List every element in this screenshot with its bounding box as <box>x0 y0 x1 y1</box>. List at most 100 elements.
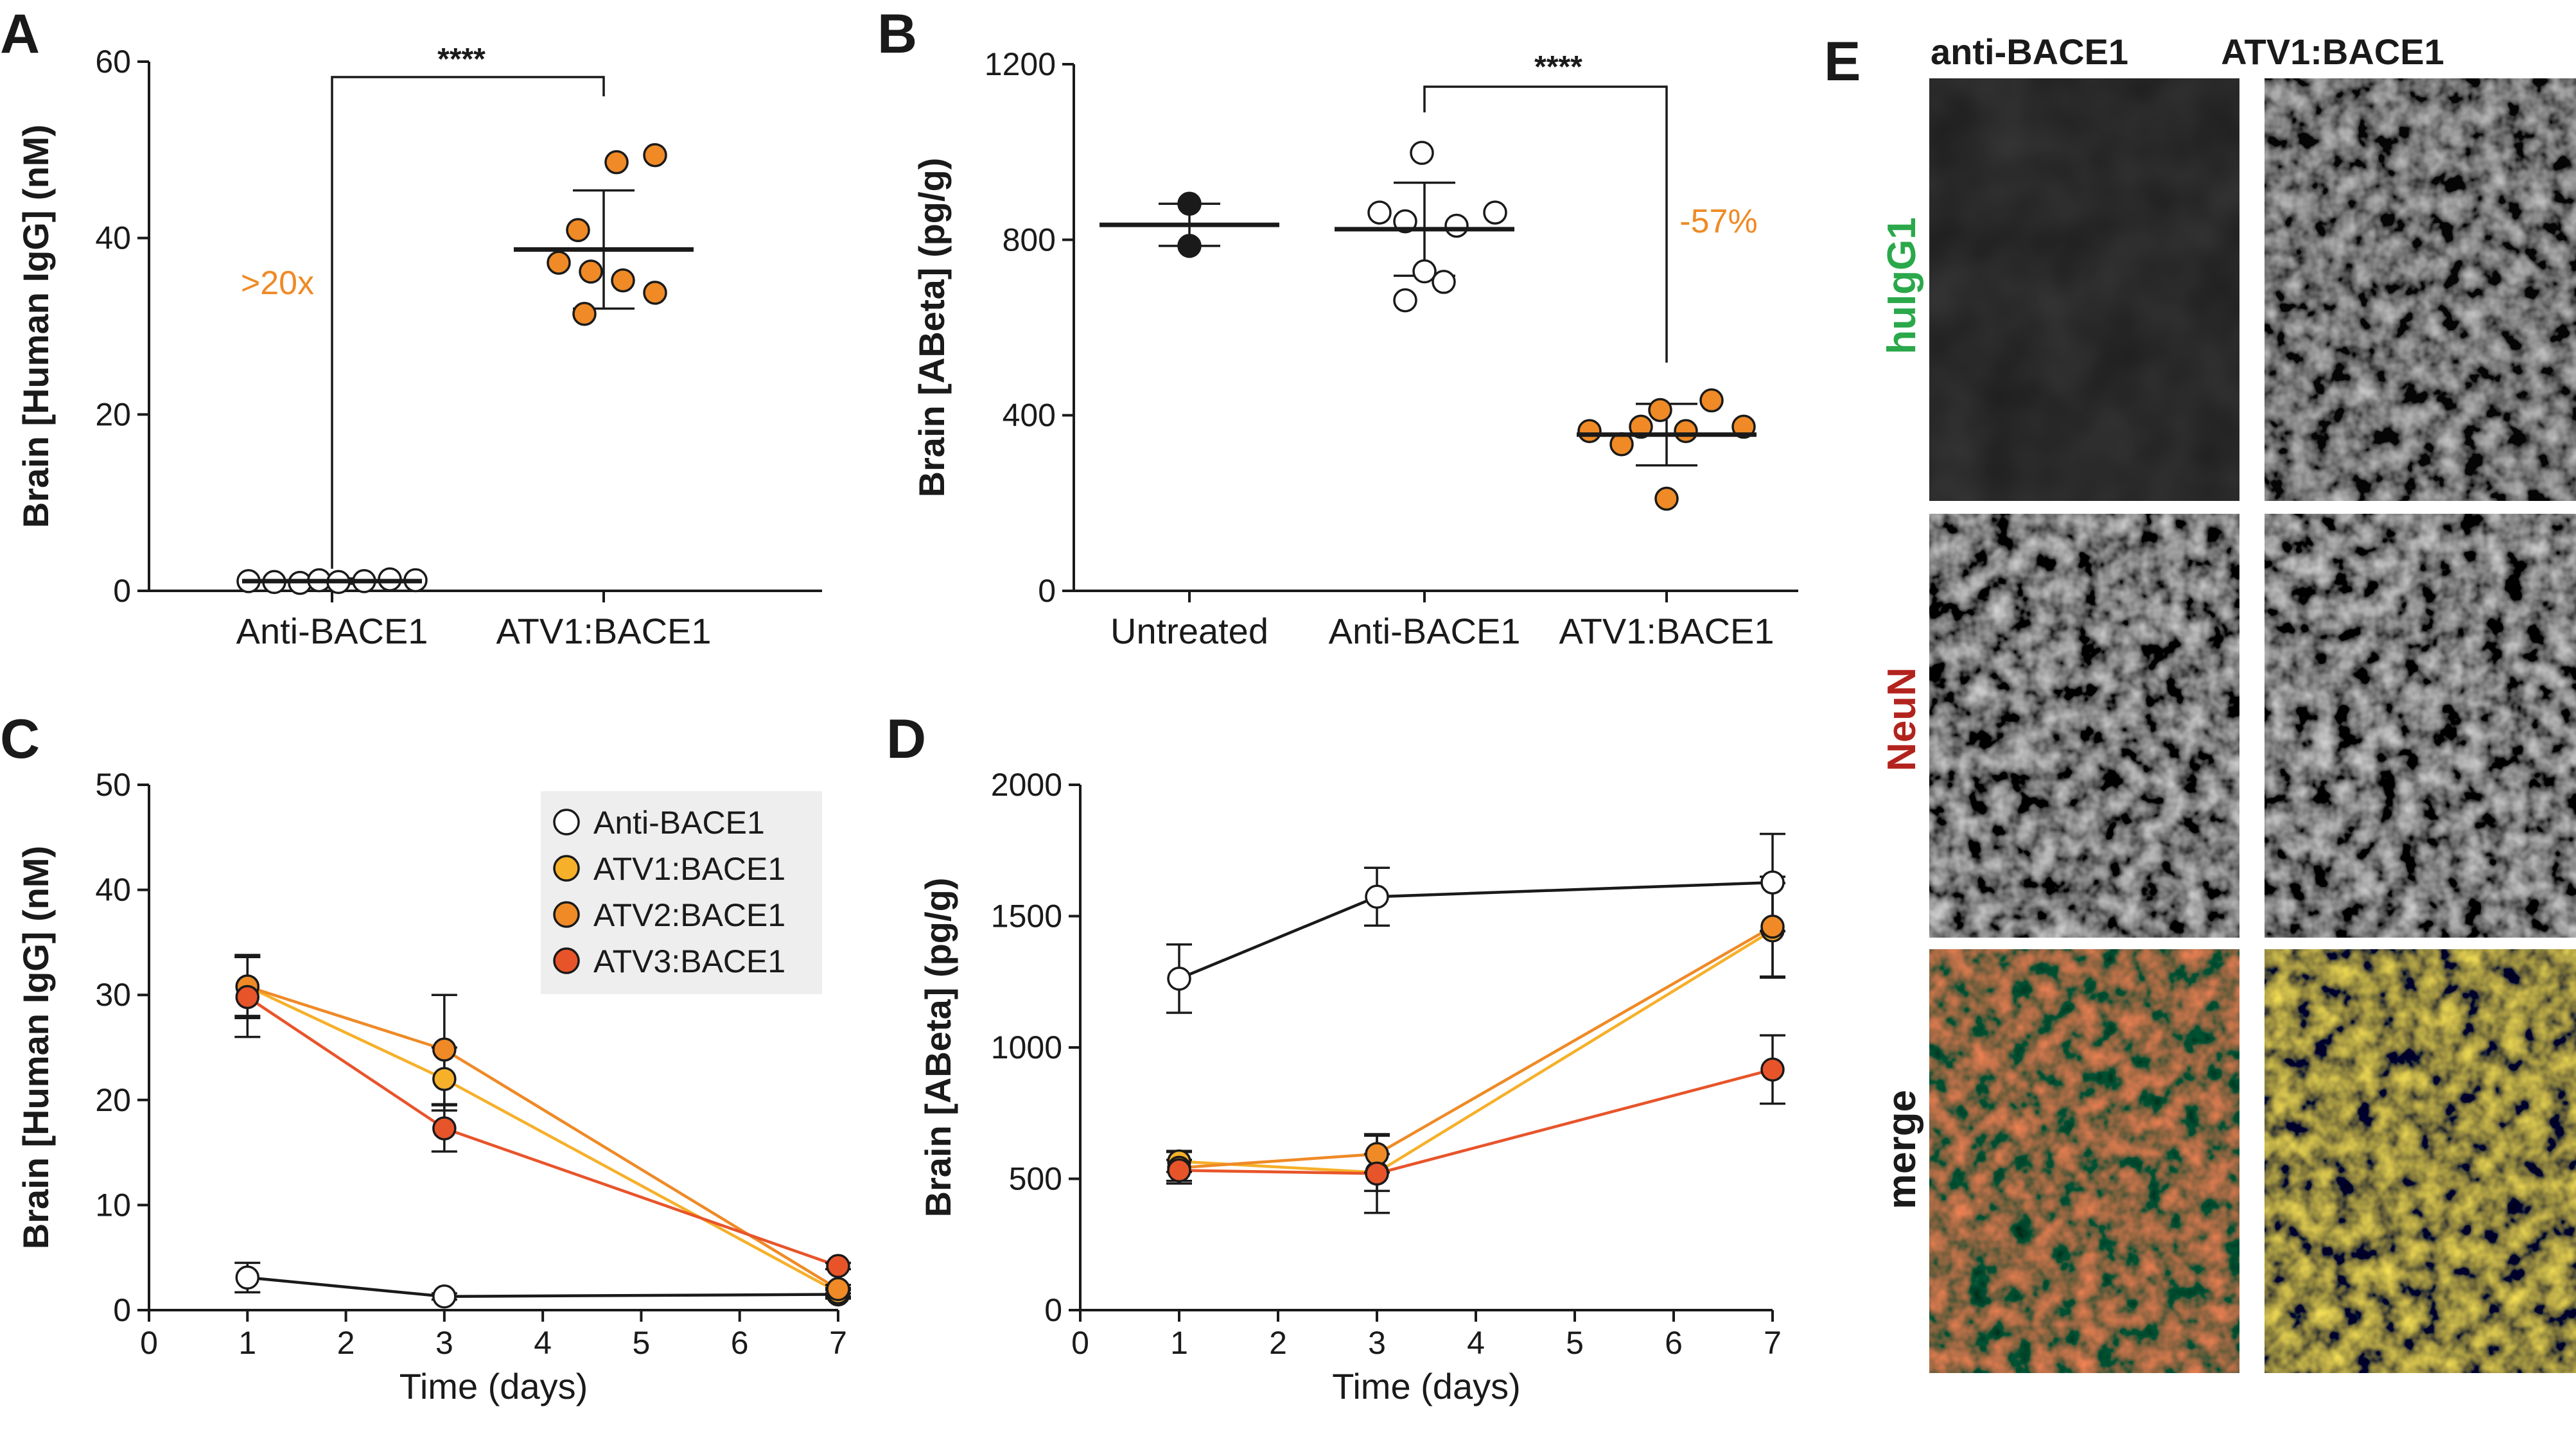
x-tick-label: 3 <box>1368 1325 1386 1361</box>
data-point <box>235 1265 260 1290</box>
x-tick-label: 5 <box>1566 1325 1584 1361</box>
x-tick-label: 1 <box>238 1325 256 1361</box>
legend-marker <box>553 901 580 928</box>
data-point <box>1365 884 1389 909</box>
data-point <box>1410 141 1434 165</box>
data-point <box>566 218 590 243</box>
data-point <box>1654 486 1679 511</box>
data-point <box>1760 870 1785 895</box>
series-line <box>247 985 839 1294</box>
data-point <box>1177 234 1202 258</box>
image-neun-atv1-bace1 <box>2265 514 2576 938</box>
y-tick-label: 30 <box>95 977 131 1013</box>
x-tick-label: 0 <box>140 1325 158 1361</box>
panel-letter-a: A <box>0 3 40 65</box>
data-point <box>1760 915 1785 939</box>
y-axis-label: Brain [Human IgG] (nM) <box>15 125 56 528</box>
series-line <box>1178 1068 1773 1175</box>
data-point <box>1760 1057 1785 1082</box>
legend-label: ATV1:BACE1 <box>593 851 785 887</box>
legend-label: ATV3:BACE1 <box>593 943 785 979</box>
panel-letter-b: B <box>877 3 917 65</box>
data-point <box>643 143 667 168</box>
data-point <box>432 1284 457 1309</box>
y-axis-label: Brain [ABeta] (pg/g) <box>911 158 952 498</box>
y-tick-label: 20 <box>95 1082 131 1118</box>
data-point <box>1648 398 1672 423</box>
y-tick-label: 0 <box>113 573 131 609</box>
y-tick-label: 0 <box>113 1292 131 1328</box>
data-point <box>826 1277 850 1302</box>
image-merge-anti-bace1 <box>1929 949 2239 1373</box>
data-point <box>643 281 667 305</box>
panel-c-chart: 0 10 20 30 40 50 Brain [Human IgG] (nM) 0 1 2 3 4 5 6… <box>15 767 851 1406</box>
y-tick-label: 10 <box>95 1187 131 1223</box>
y-tick-label: 0 <box>1044 1292 1062 1328</box>
data-point <box>1629 414 1653 439</box>
significance-bracket <box>1423 85 1668 363</box>
y-tick-label: 20 <box>95 396 131 432</box>
x-axis-label: Time (days) <box>1332 1366 1521 1406</box>
image-huigg1-anti-bace1 <box>1929 78 2239 501</box>
data-point <box>432 1037 457 1062</box>
y-tick-label: 400 <box>1003 398 1056 433</box>
data-point <box>1412 259 1437 284</box>
data-point <box>432 1067 457 1091</box>
series-line <box>1178 925 1774 1169</box>
x-tick-label: 4 <box>534 1325 552 1361</box>
row-label-neun: NeuN <box>1880 667 1924 771</box>
data-point <box>1483 200 1507 225</box>
significance-stars: **** <box>437 42 486 76</box>
legend-marker <box>553 809 580 836</box>
data-point <box>1365 1161 1389 1186</box>
y-tick-label: 800 <box>1003 222 1056 258</box>
legend-box <box>541 791 822 994</box>
y-tick-label: 40 <box>95 220 131 256</box>
panel-letter-e: E <box>1824 31 1861 92</box>
y-axis-label: Brain [ABeta] (pg/g) <box>918 878 958 1218</box>
image-neun-anti-bace1 <box>1929 514 2239 938</box>
data-point <box>1432 270 1456 294</box>
data-point <box>1674 419 1698 444</box>
y-tick-label: 2000 <box>991 767 1062 803</box>
data-point <box>1731 414 1756 439</box>
x-tick-label: 3 <box>435 1325 453 1361</box>
data-point <box>1577 419 1602 444</box>
panel-e-micrographs: anti-BACE1 ATV1:BACE1 huIgG1 NeuN merge <box>1880 31 2576 1373</box>
panel-b-chart: 0 400 800 1200 Brain [ABeta] (pg/g) Untreated… <box>911 46 1798 651</box>
x-tick-label: Anti-BACE1 <box>236 611 428 651</box>
x-tick-label: Anti-BACE1 <box>1329 611 1521 651</box>
data-point <box>572 302 597 326</box>
x-tick-label: 2 <box>1269 1325 1287 1361</box>
data-point <box>579 259 603 284</box>
y-tick-label: 1500 <box>991 898 1062 934</box>
data-point <box>1444 213 1469 238</box>
col-header-anti-bace1: anti-BACE1 <box>1931 31 2128 72</box>
panel-letter-c: C <box>0 708 40 770</box>
data-point <box>604 150 629 175</box>
series-line <box>1178 929 1774 1174</box>
x-tick-label: ATV1:BACE1 <box>496 611 711 651</box>
data-point <box>1167 1158 1191 1183</box>
series-line <box>247 1276 839 1298</box>
data-point <box>1699 388 1724 413</box>
legend-marker <box>553 947 580 974</box>
x-tick-label: 6 <box>1665 1325 1683 1361</box>
x-tick-label: 5 <box>633 1325 651 1361</box>
y-tick-label: 0 <box>1038 573 1056 609</box>
x-tick-label: 7 <box>829 1325 847 1361</box>
row-label-huigg1: huIgG1 <box>1880 217 1924 355</box>
image-merge-atv1-bace1 <box>2265 949 2576 1373</box>
data-point <box>235 985 260 1010</box>
significance-bracket <box>331 76 605 569</box>
y-tick-label: 1200 <box>985 46 1056 82</box>
legend-label: Anti-BACE1 <box>593 805 765 841</box>
x-tick-label: Untreated <box>1110 611 1268 651</box>
x-axis-label: Time (days) <box>399 1366 588 1406</box>
y-axis-label: Brain [Human IgG] (nM) <box>15 846 56 1249</box>
fold-change-annotation: >20x <box>241 265 314 302</box>
panel-a-chart: 0 20 40 60 Brain [Human IgG] (nM) Anti-BACE1 A… <box>15 42 822 651</box>
y-tick-label: 500 <box>1009 1161 1062 1197</box>
legend-marker <box>553 855 580 882</box>
significance-stars: **** <box>1534 50 1582 84</box>
